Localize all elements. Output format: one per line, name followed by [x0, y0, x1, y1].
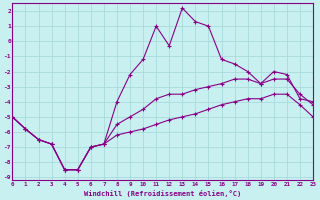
X-axis label: Windchill (Refroidissement éolien,°C): Windchill (Refroidissement éolien,°C)	[84, 190, 241, 197]
